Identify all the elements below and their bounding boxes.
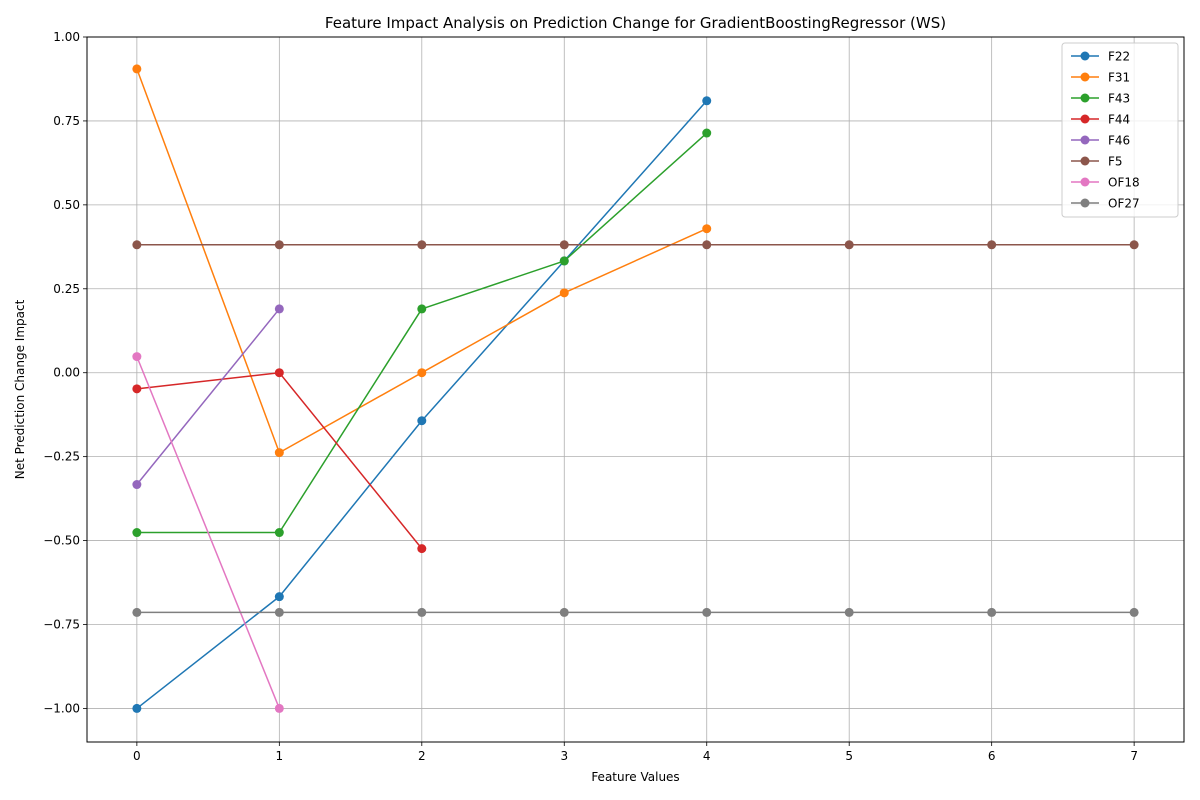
data-point	[987, 240, 997, 250]
data-point	[132, 384, 142, 394]
y-tick-label: −0.50	[43, 534, 80, 548]
legend-label: OF27	[1108, 197, 1140, 211]
data-point	[1129, 607, 1139, 617]
legend-swatch-marker	[1080, 135, 1090, 145]
data-point	[132, 528, 142, 538]
data-point	[702, 128, 712, 138]
data-point	[559, 256, 569, 266]
y-tick-label: −0.75	[43, 618, 80, 632]
legend-label: F44	[1108, 113, 1130, 127]
x-tick-label: 2	[418, 749, 426, 763]
data-point	[1129, 240, 1139, 250]
series-f44	[132, 368, 427, 554]
data-point	[132, 703, 142, 713]
legend-swatch-marker	[1080, 177, 1090, 187]
x-tick-label: 1	[276, 749, 284, 763]
data-point	[274, 240, 284, 250]
legend-swatch-marker	[1080, 72, 1090, 82]
data-point	[417, 240, 427, 250]
x-tick-label: 6	[988, 749, 996, 763]
y-tick-label: −0.25	[43, 450, 80, 464]
x-tick-label: 7	[1130, 749, 1138, 763]
data-point	[844, 607, 854, 617]
data-point	[132, 64, 142, 74]
legend: F22 F31 F43 F44 F46 F5 OF18 OF27	[1061, 42, 1179, 218]
legend-item: F46	[1071, 134, 1130, 148]
legend-label: F31	[1108, 71, 1130, 85]
legend-label: OF18	[1108, 176, 1140, 190]
series-line	[136, 308, 280, 485]
legend-item: F44	[1071, 113, 1130, 127]
series-f5	[132, 240, 1139, 250]
data-point	[274, 448, 284, 458]
data-point	[132, 240, 142, 250]
y-tick-label: 0.00	[53, 366, 80, 380]
y-tick-label: −1.00	[43, 701, 80, 715]
y-tick-label: 0.50	[53, 198, 80, 212]
data-point	[987, 607, 997, 617]
x-tick-label: 3	[560, 749, 568, 763]
legend-label: F5	[1108, 155, 1123, 169]
legend-item: F22	[1071, 50, 1130, 64]
data-point	[417, 304, 427, 314]
data-point	[702, 224, 712, 234]
series-line	[136, 356, 281, 709]
x-axis-label: Feature Values	[591, 770, 679, 784]
data-point	[132, 480, 142, 490]
data-point	[132, 607, 142, 617]
data-point	[417, 416, 427, 426]
chart-title: Feature Impact Analysis on Prediction Ch…	[325, 14, 946, 32]
series-of18	[132, 352, 284, 713]
data-point	[417, 544, 427, 554]
data-point	[274, 528, 284, 538]
legend-label: F43	[1108, 92, 1130, 106]
series-of27	[132, 607, 1139, 617]
x-tick-label: 5	[845, 749, 853, 763]
x-tick-label: 4	[703, 749, 711, 763]
data-point	[132, 352, 142, 362]
data-point	[702, 607, 712, 617]
y-tick-label: 0.75	[53, 114, 80, 128]
series-f31	[132, 64, 712, 458]
legend-item: F5	[1071, 155, 1123, 169]
legend-item: F31	[1071, 71, 1130, 85]
data-point	[274, 607, 284, 617]
series-f43	[132, 128, 712, 538]
series-layer	[132, 64, 1139, 713]
series-f46	[132, 304, 284, 490]
data-point	[559, 240, 569, 250]
data-point	[274, 592, 284, 602]
data-point	[702, 240, 712, 250]
legend-item: OF18	[1071, 176, 1140, 190]
data-point	[702, 96, 712, 106]
data-point	[844, 240, 854, 250]
legend-swatch-marker	[1080, 93, 1090, 103]
legend-label: F46	[1108, 134, 1130, 148]
data-point	[274, 304, 284, 314]
x-tick-label: 0	[133, 749, 141, 763]
data-point	[274, 368, 284, 378]
legend-label: F22	[1108, 50, 1130, 64]
ticks: 0 1 2 3 4 5 6 7 1.00 0.75 0.50 0.25 0.00 −0.25 −0.50 −0…	[43, 30, 1138, 763]
legend-item: OF27	[1071, 197, 1140, 211]
plot-frame	[86, 36, 1185, 743]
legend-swatch-marker	[1080, 114, 1090, 124]
data-point	[559, 607, 569, 617]
legend-box	[1061, 42, 1179, 218]
legend-item: F43	[1071, 92, 1130, 106]
y-axis-label: Net Prediction Change Impact	[13, 299, 27, 479]
y-tick-label: 0.25	[53, 282, 80, 296]
data-point	[274, 703, 284, 713]
legend-swatch-marker	[1080, 51, 1090, 61]
data-point	[417, 368, 427, 378]
legend-swatch-marker	[1080, 156, 1090, 166]
grid	[87, 36, 1184, 742]
legend-swatch-marker	[1080, 198, 1090, 208]
data-point	[559, 288, 569, 298]
y-tick-label: 1.00	[53, 30, 80, 44]
data-point	[417, 607, 427, 617]
